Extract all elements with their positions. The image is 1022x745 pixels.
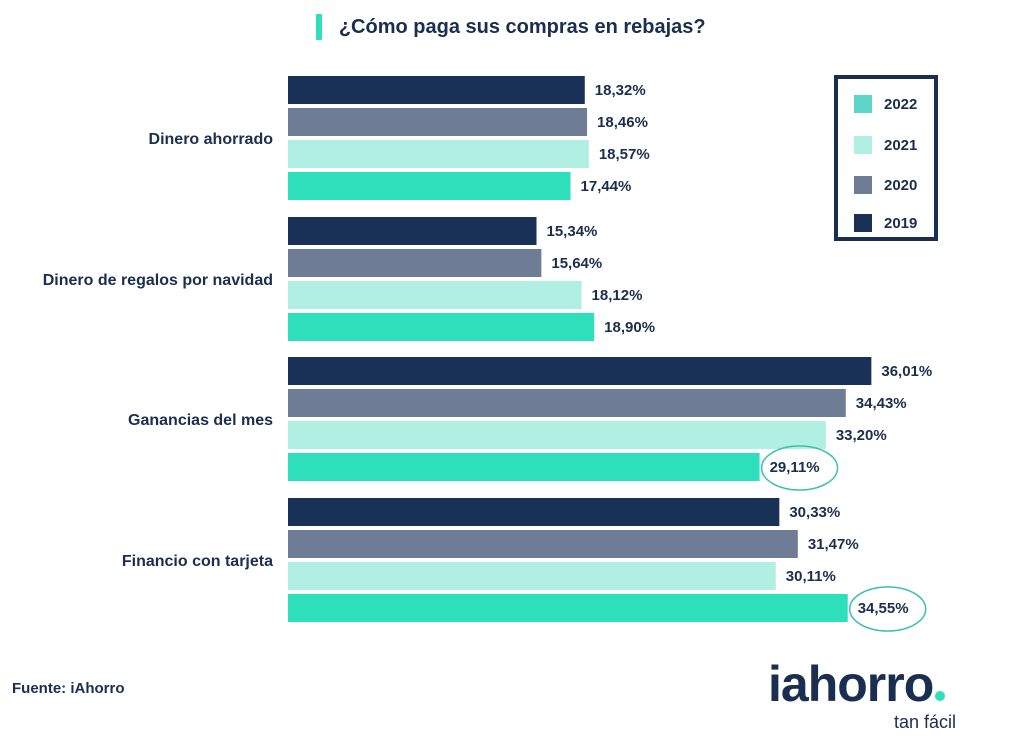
legend-swatch-2019	[854, 214, 872, 232]
legend-item-2020: 2020	[854, 174, 917, 196]
category-label: Dinero de regalos por navidad	[43, 272, 273, 289]
bar-2020	[288, 108, 588, 136]
bar-value-label: 30,33%	[789, 504, 840, 521]
bar-2019	[288, 498, 780, 526]
bar-value-label: 18,32%	[595, 82, 646, 99]
title-accent-bar	[316, 14, 323, 40]
legend-label-2020: 2020	[884, 176, 918, 194]
bar-value-label: 17,44%	[581, 178, 632, 195]
bar-value-label: 18,90%	[604, 319, 655, 336]
highlight-circle	[848, 586, 927, 632]
bar-value-label: 30,11%	[786, 568, 836, 585]
bar-value-label: 18,46%	[597, 114, 648, 131]
bar-2021	[288, 562, 776, 590]
category-label: Dinero ahorrado	[149, 131, 274, 148]
highlight-circle	[760, 445, 839, 491]
legend-swatch-2022	[854, 95, 872, 113]
bar-2022	[288, 313, 595, 341]
bar-2020	[288, 530, 798, 558]
legend-item-2021: 2021	[854, 134, 917, 156]
bar-2019	[288, 217, 537, 245]
source-note: Fuente: iAhorro	[12, 680, 125, 697]
bar-value-label: 31,47%	[808, 536, 859, 553]
chart-title-wrap: ¿Cómo paga sus compras en rebajas?	[0, 14, 1022, 40]
chart-title: ¿Cómo paga sus compras en rebajas?	[338, 15, 706, 38]
bar-2019	[288, 357, 872, 385]
legend-label-2019: 2019	[884, 214, 918, 232]
logo-dot-icon	[935, 691, 946, 701]
bar-value-label: 34,43%	[856, 395, 907, 412]
logo-name: iahorro	[768, 656, 934, 712]
category-label: Ganancias del mes	[128, 412, 273, 429]
legend-swatch-2020	[854, 176, 872, 194]
bar-2022	[288, 172, 571, 200]
legend-item-2022: 2022	[854, 93, 917, 115]
legend-item-2019: 2019	[854, 212, 917, 234]
bar-2021	[288, 421, 826, 449]
bar-value-label: 15,34%	[547, 223, 598, 240]
bar-2019	[288, 76, 585, 104]
legend-label-2021: 2021	[884, 136, 918, 154]
bar-2021	[288, 140, 589, 168]
bar-value-label: 34,55%	[858, 600, 909, 617]
bar-value-label: 29,11%	[770, 459, 820, 476]
legend-label-2022: 2022	[884, 95, 918, 113]
bar-2022	[288, 594, 848, 622]
category-label: Financio con tarjeta	[122, 553, 273, 570]
bar-value-label: 36,01%	[881, 363, 932, 380]
legend: 2022 2021 2020 2019	[834, 75, 938, 241]
bar-2020	[288, 249, 542, 277]
bar-2022	[288, 453, 760, 481]
bar-2020	[288, 389, 846, 417]
bar-value-label: 33,20%	[836, 427, 887, 444]
bar-value-label: 15,64%	[551, 255, 602, 272]
legend-swatch-2021	[854, 136, 872, 154]
logo-tagline: tan fácil	[894, 712, 957, 732]
brand-logo: iahorro tan fácil	[768, 656, 956, 732]
bar-value-label: 18,12%	[592, 287, 643, 304]
bar-value-label: 18,57%	[599, 146, 650, 163]
bar-2021	[288, 281, 582, 309]
